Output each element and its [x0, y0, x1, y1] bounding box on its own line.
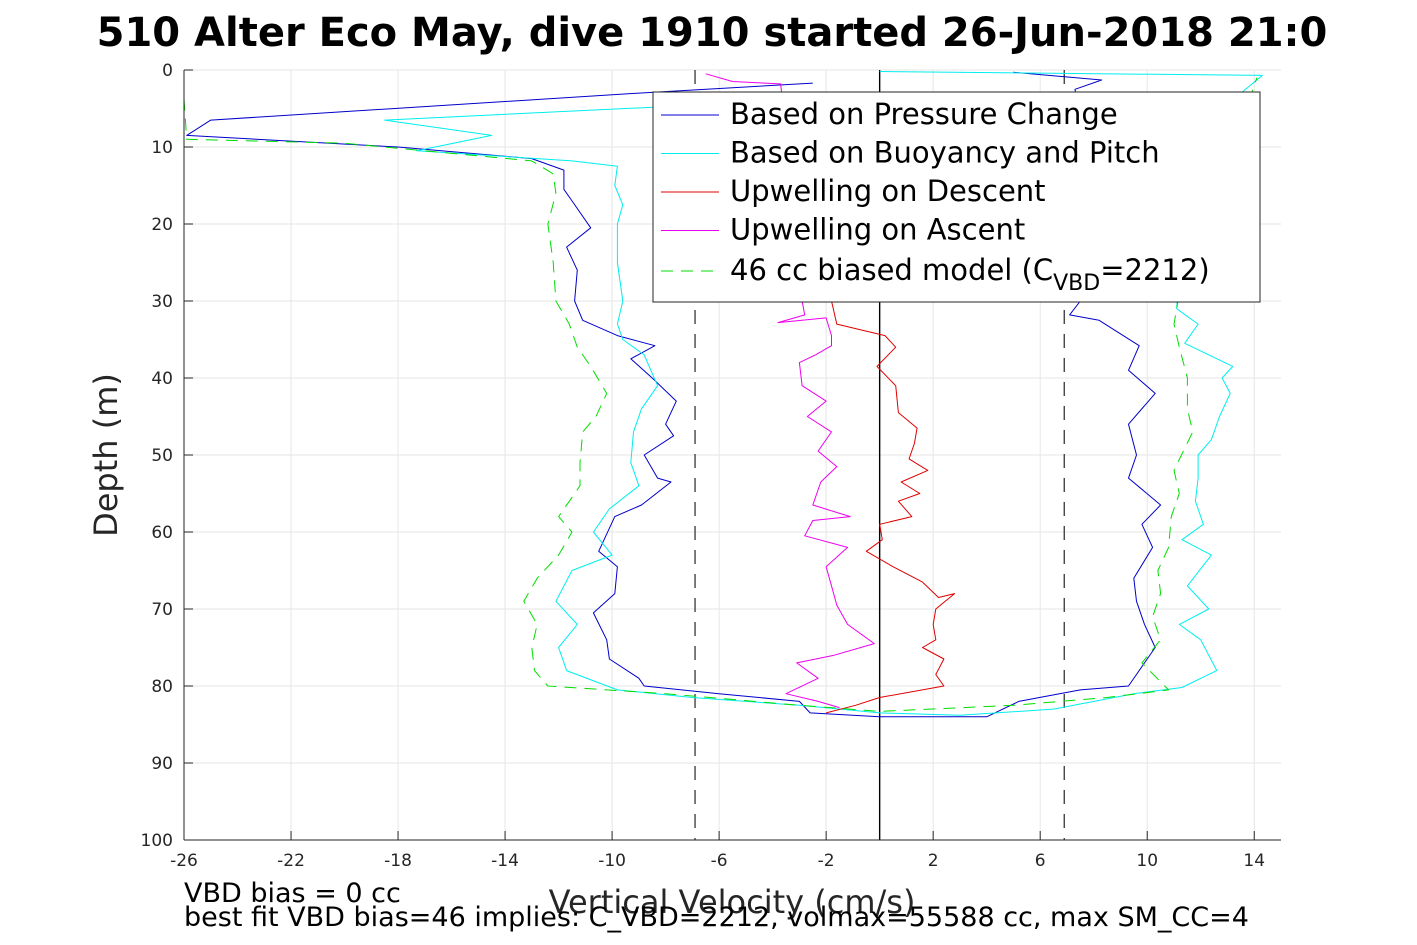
x-tick-label-0: -26 [170, 851, 198, 871]
legend-label-2: Upwelling on Descent [730, 174, 1046, 208]
x-tick-label-6: -2 [818, 851, 835, 871]
x-tick-label-5: -6 [711, 851, 728, 871]
legend-model-subscript: VBD [1053, 271, 1100, 296]
y-tick-label-9: 90 [151, 754, 173, 774]
y-tick-labels: 0 10 20 30 40 50 60 70 80 90 100 [141, 61, 173, 851]
x-tick-label-2: -18 [384, 851, 412, 871]
x-tick-label-8: 6 [1035, 851, 1046, 871]
y-tick-label-1: 10 [151, 138, 173, 158]
x-tick-labels: -26 -22 -18 -14 -10 -6 -2 2 6 10 14 [170, 851, 1265, 871]
y-tick-label-5: 50 [151, 446, 173, 466]
x-tick-label-1: -22 [277, 851, 305, 871]
legend-label-0: Based on Pressure Change [730, 97, 1118, 131]
y-tick-label-8: 80 [151, 677, 173, 697]
y-tick-label-10: 100 [141, 831, 173, 851]
x-tick-label-7: 2 [928, 851, 939, 871]
series-line-4 [183, 77, 1258, 712]
legend-label-model: 46 cc biased model (CVBD=2212) [730, 253, 1210, 296]
x-axis-label: Vertical Velocity (cm/s) [549, 883, 916, 921]
chart-title: 510 Alter Eco May, dive 1910 started 26-… [97, 10, 1328, 56]
y-tick-label-0: 0 [162, 61, 173, 81]
y-tick-label-7: 70 [151, 600, 173, 620]
x-tick-label-10: 14 [1243, 851, 1265, 871]
legend-entries: Based on Pressure Change Based on Buoyanc… [661, 97, 1160, 247]
axes-frame [183, 69, 1281, 841]
x-tick-label-3: -14 [491, 851, 519, 871]
x-tick-label-4: -10 [598, 851, 626, 871]
legend-box [652, 91, 1261, 303]
legend-model-suffix: =2212) [1100, 253, 1209, 287]
y-tick-label-4: 40 [151, 369, 173, 389]
y-axis-label: Depth (m) [87, 373, 125, 537]
legend: Based on Pressure Change Based on Buoyanc… [652, 91, 1261, 303]
footer-line-2: best fit VBD bias=46 implies: C_VBD=2212… [184, 902, 1249, 933]
series-line-0 [186, 71, 1162, 718]
footer-line-1: VBD bias = 0 cc [184, 878, 401, 909]
series-line-3 [705, 73, 875, 709]
legend-label-1: Based on Buoyancy and Pitch [730, 136, 1160, 170]
series-line-1 [384, 71, 1263, 716]
y-tick-label-3: 30 [151, 292, 173, 312]
legend-model-prefix: 46 cc biased model (C [730, 253, 1053, 287]
y-tick-label-6: 60 [151, 523, 173, 543]
y-tick-label-2: 20 [151, 215, 173, 235]
legend-label-3: Upwelling on Ascent [730, 213, 1025, 247]
x-tick-label-9: 10 [1136, 851, 1158, 871]
